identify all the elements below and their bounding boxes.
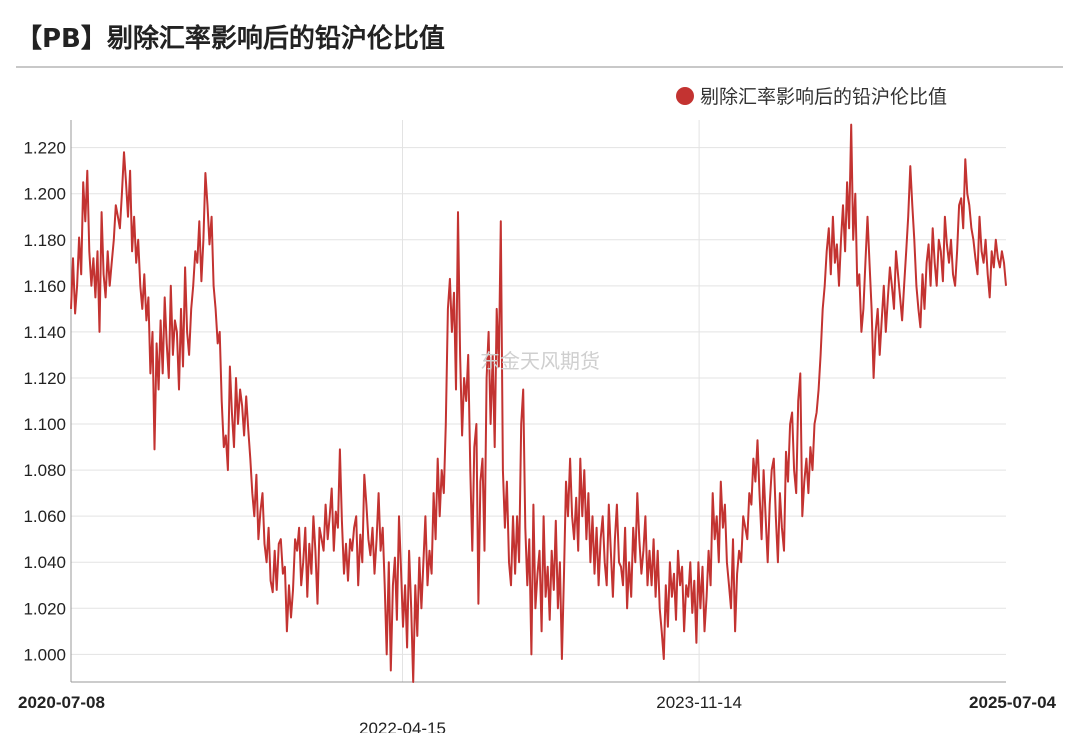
y-tick-label: 1.200 bbox=[23, 185, 66, 204]
y-tick-label: 1.040 bbox=[23, 553, 66, 572]
y-tick-label: 1.000 bbox=[23, 645, 66, 664]
y-tick-label: 1.060 bbox=[23, 507, 66, 526]
x-tick-label: 2025-07-04 bbox=[969, 693, 1057, 712]
series-line bbox=[70, 123, 1007, 683]
watermark: 东金天风期货 bbox=[480, 349, 600, 373]
y-tick-label: 1.220 bbox=[23, 139, 66, 158]
y-tick-label: 1.160 bbox=[23, 277, 66, 296]
y-tick-label: 1.180 bbox=[23, 231, 66, 250]
legend[interactable]: 剔除汇率影响后的铅沪伦比值 bbox=[676, 82, 947, 109]
x-tick-label: 2023-11-14 bbox=[656, 693, 742, 712]
y-tick-label: 1.020 bbox=[23, 599, 66, 618]
x-tick-label: 2022-04-15 bbox=[359, 719, 446, 733]
legend-marker-icon bbox=[676, 86, 694, 105]
y-tick-label: 1.120 bbox=[23, 369, 66, 388]
y-tick-label: 1.140 bbox=[23, 323, 66, 342]
x-tick-label: 2020-07-08 bbox=[18, 693, 105, 712]
y-tick-label: 1.080 bbox=[23, 461, 66, 480]
title-divider bbox=[16, 66, 1063, 68]
legend-label: 剔除汇率影响后的铅沪伦比值 bbox=[700, 86, 948, 108]
chart-title: 【PB】剔除汇率影响后的铅沪伦比值 bbox=[16, 24, 445, 54]
y-tick-label: 1.100 bbox=[23, 415, 66, 434]
